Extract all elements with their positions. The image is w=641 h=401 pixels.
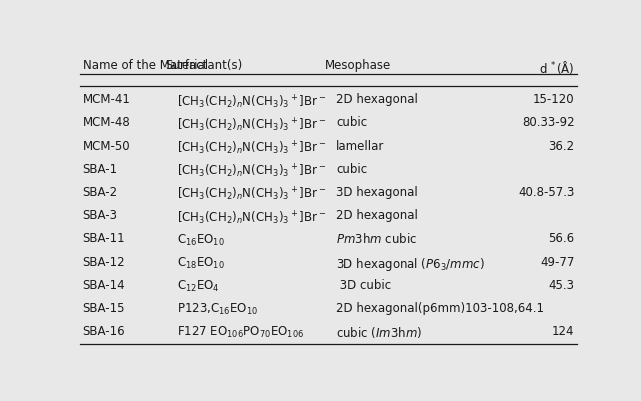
Text: [CH$_3$(CH$_2$)$_n$N(CH$_3$)$_3$$^+$]Br$^-$: [CH$_3$(CH$_2$)$_n$N(CH$_3$)$_3$$^+$]Br$…	[177, 139, 326, 156]
Text: cubic: cubic	[336, 162, 367, 175]
Text: 2D hexagonal: 2D hexagonal	[336, 93, 418, 106]
Text: 45.3: 45.3	[549, 278, 574, 291]
Text: 3D cubic: 3D cubic	[336, 278, 391, 291]
Text: cubic ($Im$3h$m$): cubic ($Im$3h$m$)	[336, 324, 422, 339]
Text: SBA-14: SBA-14	[83, 278, 125, 291]
Text: SBA-2: SBA-2	[83, 186, 118, 198]
Text: P123,C$_{16}$EO$_{10}$: P123,C$_{16}$EO$_{10}$	[177, 301, 258, 316]
Text: 3D hexagonal ($P$6$_3$/$mmc$): 3D hexagonal ($P$6$_3$/$mmc$)	[336, 255, 485, 272]
Text: lamellar: lamellar	[336, 139, 385, 152]
Text: Name of the Material: Name of the Material	[83, 59, 208, 72]
Text: 40.8-57.3: 40.8-57.3	[518, 186, 574, 198]
Text: C$_{16}$EO$_{10}$: C$_{16}$EO$_{10}$	[177, 232, 225, 247]
Text: 3D hexagonal: 3D hexagonal	[336, 186, 418, 198]
Text: 80.33-92: 80.33-92	[522, 116, 574, 129]
Text: Mesophase: Mesophase	[325, 59, 392, 72]
Text: [CH$_3$(CH$_2$)$_n$N(CH$_3$)$_3$$^+$]Br$^-$: [CH$_3$(CH$_2$)$_n$N(CH$_3$)$_3$$^+$]Br$…	[177, 209, 326, 226]
Text: [CH$_3$(CH$_2$)$_n$N(CH$_3$)$_3$$^+$]Br$^-$: [CH$_3$(CH$_2$)$_n$N(CH$_3$)$_3$$^+$]Br$…	[177, 93, 326, 110]
Text: cubic: cubic	[336, 116, 367, 129]
Text: SBA-15: SBA-15	[83, 301, 125, 314]
Text: 36.2: 36.2	[548, 139, 574, 152]
Text: Surfactant(s): Surfactant(s)	[165, 59, 243, 72]
Text: 2D hexagonal: 2D hexagonal	[336, 209, 418, 222]
Text: $Pm$3h$m$ cubic: $Pm$3h$m$ cubic	[336, 232, 417, 246]
Text: [CH$_3$(CH$_2$)$_n$N(CH$_3$)$_3$$^+$]Br$^-$: [CH$_3$(CH$_2$)$_n$N(CH$_3$)$_3$$^+$]Br$…	[177, 116, 326, 134]
Text: SBA-3: SBA-3	[83, 209, 117, 222]
Text: MCM-41: MCM-41	[83, 93, 131, 106]
Text: 56.6: 56.6	[548, 232, 574, 245]
Text: [CH$_3$(CH$_2$)$_n$N(CH$_3$)$_3$$^+$]Br$^-$: [CH$_3$(CH$_2$)$_n$N(CH$_3$)$_3$$^+$]Br$…	[177, 186, 326, 203]
Text: F127 EO$_{106}$PO$_{70}$EO$_{106}$: F127 EO$_{106}$PO$_{70}$EO$_{106}$	[177, 324, 304, 340]
Text: 2D hexagonal(p6mm)103-108,64.1: 2D hexagonal(p6mm)103-108,64.1	[336, 301, 544, 314]
Text: MCM-50: MCM-50	[83, 139, 130, 152]
Text: [CH$_3$(CH$_2$)$_n$N(CH$_3$)$_3$$^+$]Br$^-$: [CH$_3$(CH$_2$)$_n$N(CH$_3$)$_3$$^+$]Br$…	[177, 162, 326, 180]
Text: SBA-16: SBA-16	[83, 324, 125, 337]
Text: C$_{18}$EO$_{10}$: C$_{18}$EO$_{10}$	[177, 255, 225, 270]
Text: 15-120: 15-120	[533, 93, 574, 106]
Text: d$\,^*$(Å): d$\,^*$(Å)	[539, 59, 574, 76]
Text: 49-77: 49-77	[540, 255, 574, 268]
Text: 124: 124	[552, 324, 574, 337]
Text: MCM-48: MCM-48	[83, 116, 130, 129]
Text: C$_{12}$EO$_4$: C$_{12}$EO$_4$	[177, 278, 220, 293]
Text: SBA-12: SBA-12	[83, 255, 125, 268]
Text: SBA-11: SBA-11	[83, 232, 125, 245]
Text: SBA-1: SBA-1	[83, 162, 118, 175]
